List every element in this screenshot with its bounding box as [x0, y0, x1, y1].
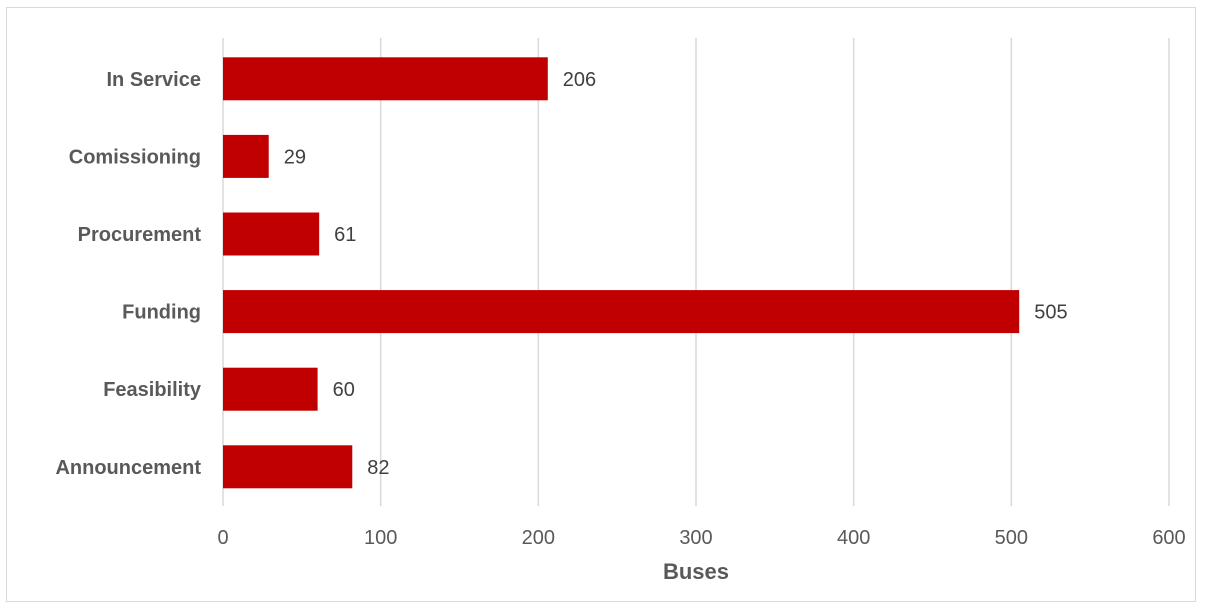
category-label-funding: Funding — [122, 302, 201, 324]
category-label-comissioning: Comissioning — [69, 146, 201, 168]
value-axis: 0 100 200 300 400 500 600 — [217, 527, 1185, 549]
chart-frame: In Service Comissioning Procurement Funding… — [6, 7, 1196, 602]
bar-procurement — [223, 212, 320, 256]
data-label-feasibility: 60 — [333, 379, 355, 401]
category-label-in-service: In Service — [106, 69, 201, 91]
bar-funding — [223, 290, 1020, 334]
bar-chart: In Service Comissioning Procurement Funding… — [55, 38, 1186, 584]
bar-announcement — [223, 445, 353, 489]
x-tick-label-600: 600 — [1152, 527, 1185, 549]
bar-feasibility — [223, 367, 318, 411]
category-label-feasibility: Feasibility — [103, 379, 202, 401]
category-axis: In Service Comissioning Procurement Funding… — [55, 69, 201, 479]
gridlines — [222, 38, 1170, 506]
data-labels: 206 29 61 505 60 82 — [284, 69, 1068, 479]
x-axis-title: Buses — [663, 559, 729, 584]
category-label-announcement: Announcement — [55, 457, 201, 479]
data-label-funding: 505 — [1034, 302, 1067, 324]
category-label-procurement: Procurement — [78, 224, 202, 246]
bars — [223, 57, 1020, 489]
data-label-procurement: 61 — [334, 224, 356, 246]
x-tick-label-400: 400 — [837, 527, 870, 549]
x-tick-label-300: 300 — [679, 527, 712, 549]
x-tick-label-100: 100 — [364, 527, 397, 549]
bar-in-service — [223, 57, 548, 101]
data-label-in-service: 206 — [563, 69, 596, 91]
data-label-announcement: 82 — [367, 457, 389, 479]
data-label-comissioning: 29 — [284, 146, 306, 168]
x-tick-label-500: 500 — [995, 527, 1028, 549]
x-tick-label-0: 0 — [217, 527, 228, 549]
bar-comissioning — [223, 134, 269, 178]
x-tick-label-200: 200 — [522, 527, 555, 549]
